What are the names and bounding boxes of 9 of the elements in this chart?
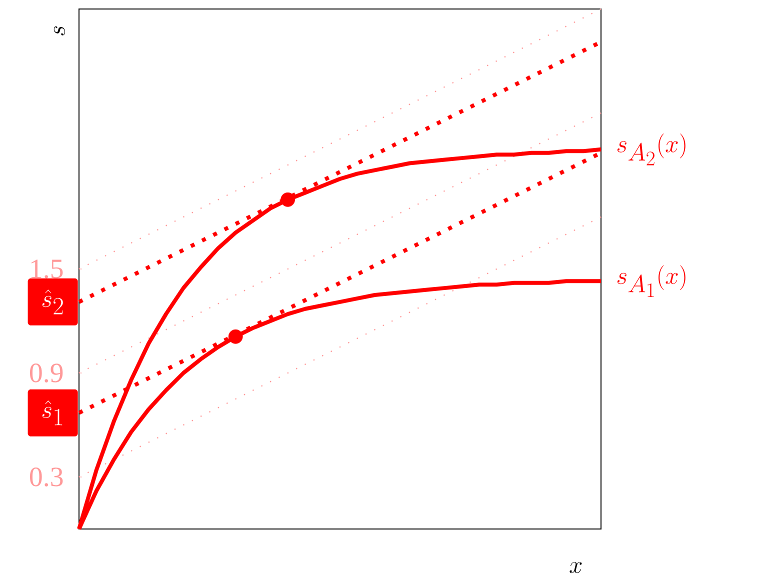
series-label: $s_{A_2}(x)$: [617, 134, 686, 166]
y-axis-title: $s$: [54, 26, 66, 36]
y-tick-label: 0.9: [30, 364, 63, 382]
series-label: $s_{A_1}(x)$: [617, 265, 686, 298]
series-label: $\hat{s}_2$: [42, 290, 63, 314]
y-tick-label: 1.5: [31, 260, 63, 278]
x-axis-title: $x$: [570, 562, 582, 574]
series-label: $\hat{s}_1$: [42, 400, 62, 426]
y-tick-label: 0.3: [30, 468, 63, 486]
